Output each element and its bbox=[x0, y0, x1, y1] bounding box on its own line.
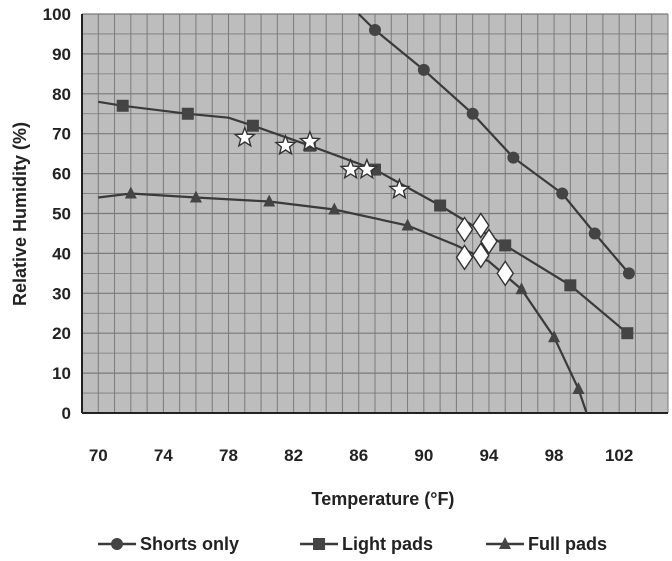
data-point-square bbox=[564, 279, 577, 292]
data-point-square bbox=[246, 119, 259, 132]
data-point-triangle bbox=[548, 330, 561, 343]
data-point-star bbox=[233, 125, 257, 148]
y-tick-label: 60 bbox=[52, 165, 71, 184]
data-point-circle bbox=[466, 107, 479, 120]
data-point-square bbox=[499, 239, 512, 252]
legend-marker-square bbox=[313, 538, 325, 550]
legend-label: Light pads bbox=[342, 534, 433, 554]
data-point-star bbox=[355, 157, 379, 180]
legend-marker-triangle bbox=[499, 537, 511, 549]
x-tick-label: 74 bbox=[154, 446, 173, 465]
series-line-triangle bbox=[98, 192, 588, 414]
data-point-circle bbox=[417, 63, 430, 76]
legend-item-square: Light pads bbox=[300, 534, 433, 554]
y-tick-label: 40 bbox=[52, 244, 71, 263]
x-tick-label: 70 bbox=[89, 446, 108, 465]
legend: Shorts only Light pads Full pads bbox=[98, 534, 607, 554]
data-point-triangle bbox=[189, 190, 202, 203]
data-point-square bbox=[621, 327, 634, 340]
data-point-diamond bbox=[471, 242, 490, 269]
data-point-circle bbox=[369, 23, 381, 36]
y-tick-label: 90 bbox=[52, 45, 71, 64]
data-point-square bbox=[116, 99, 129, 112]
x-tick-label: 78 bbox=[219, 446, 238, 465]
y-tick-label: 50 bbox=[52, 205, 71, 224]
x-axis-title: Temperature (°F) bbox=[312, 489, 455, 509]
data-point-star bbox=[388, 177, 411, 200]
data-point-star bbox=[274, 133, 297, 156]
data-point-square bbox=[434, 199, 447, 212]
x-tick-label: 94 bbox=[479, 446, 498, 465]
x-tick-label: 82 bbox=[284, 446, 303, 465]
legend-item-circle: Shorts only bbox=[98, 534, 239, 554]
data-point-diamond bbox=[480, 228, 498, 255]
y-tick-label: 70 bbox=[52, 125, 71, 144]
x-tick-label: 102 bbox=[605, 446, 633, 465]
data-point-circle bbox=[556, 187, 569, 200]
x-tick-label: 90 bbox=[414, 446, 433, 465]
grid bbox=[81, 13, 669, 414]
y-tick-label: 80 bbox=[52, 85, 71, 104]
x-tick-label: 98 bbox=[545, 446, 564, 465]
data-point-diamond bbox=[496, 260, 515, 287]
legend-label: Shorts only bbox=[140, 534, 239, 554]
data-point-diamond bbox=[455, 216, 474, 243]
data-point-triangle bbox=[124, 186, 137, 199]
legend-item-triangle: Full pads bbox=[486, 534, 607, 554]
x-tick-label: 86 bbox=[349, 446, 368, 465]
legend-marker-circle bbox=[111, 538, 123, 550]
y-tick-label: 30 bbox=[52, 284, 71, 303]
series-line-circle bbox=[357, 13, 630, 275]
data-point-triangle bbox=[515, 282, 528, 295]
data-point-triangle bbox=[401, 218, 414, 231]
data-point-diamond bbox=[471, 212, 490, 239]
data-point-diamond bbox=[455, 244, 474, 271]
y-tick-label: 10 bbox=[52, 364, 71, 383]
data-point-square bbox=[181, 107, 194, 120]
data-point-circle bbox=[588, 227, 601, 240]
data-point-triangle bbox=[263, 194, 276, 207]
data-point-circle bbox=[622, 267, 635, 280]
data-point-star bbox=[298, 129, 322, 152]
data-point-triangle bbox=[328, 202, 341, 215]
y-tick-label: 0 bbox=[62, 404, 71, 423]
y-tick-label: 20 bbox=[52, 324, 71, 343]
y-tick-label: 100 bbox=[43, 5, 71, 24]
y-axis-title: Relative Humidity (%) bbox=[10, 122, 30, 306]
data-point-circle bbox=[507, 151, 520, 164]
data-point-triangle bbox=[572, 382, 585, 395]
legend-label: Full pads bbox=[528, 534, 607, 554]
